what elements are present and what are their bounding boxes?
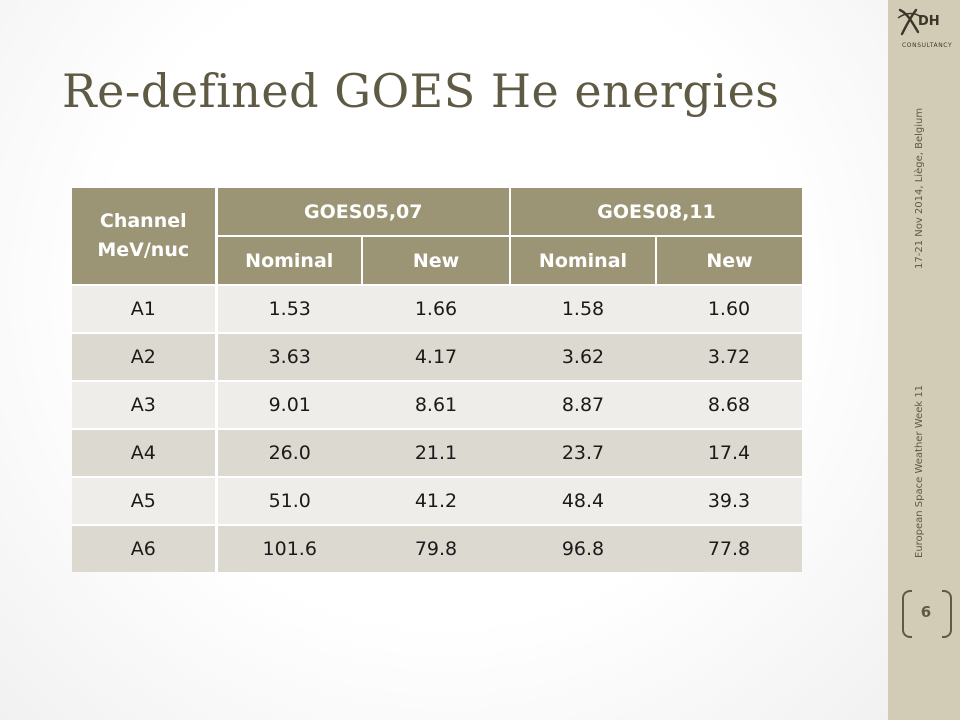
value-cell: 9.01 [216, 381, 362, 429]
subheader-new: New [361, 236, 510, 285]
energy-table: Channel MeV/nuc GOES05,07 GOES08,11 Nomi… [72, 188, 802, 572]
value-cell: 8.87 [510, 381, 656, 429]
footer-event-name: European Space Weather Week 11 [914, 384, 925, 558]
vertical-footer: European Space Weather Week 11 17-21 Nov… [914, 108, 930, 558]
value-cell: 3.62 [510, 333, 656, 381]
slide-title: Re-defined GOES He energies [62, 64, 780, 118]
right-sidebar [888, 0, 960, 720]
value-cell: 23.7 [510, 429, 656, 477]
page-number-bracket-right [942, 590, 952, 638]
value-cell: 41.2 [362, 477, 510, 525]
group-header-goes0507: GOES05,07 [216, 188, 510, 237]
subheader-new: New [655, 236, 802, 285]
x-logo-icon [897, 8, 923, 36]
value-cell: 21.1 [362, 429, 510, 477]
value-cell: 101.6 [216, 525, 362, 572]
value-cell: 26.0 [216, 429, 362, 477]
channel-cell: A2 [72, 333, 218, 381]
table-row: A4 26.0 21.1 23.7 17.4 [72, 429, 802, 477]
page-number-bracket-left [902, 590, 912, 638]
group-header-goes0811: GOES08,11 [509, 188, 802, 237]
value-cell: 1.58 [510, 285, 656, 333]
channel-header-line2: MeV/nuc [97, 239, 190, 261]
value-cell: 51.0 [216, 477, 362, 525]
value-cell: 3.63 [216, 333, 362, 381]
value-cell: 1.66 [362, 285, 510, 333]
footer-event-date: 17-21 Nov 2014, Liège, Belgium [914, 108, 925, 270]
subheader-nominal: Nominal [509, 236, 656, 285]
value-cell: 1.60 [656, 285, 802, 333]
table-row: A2 3.63 4.17 3.62 3.72 [72, 333, 802, 381]
page-number: 6 [920, 603, 932, 621]
value-cell: 1.53 [216, 285, 362, 333]
value-cell: 77.8 [656, 525, 802, 572]
logo-subtitle: CONSULTANCY [902, 42, 953, 49]
value-cell: 17.4 [656, 429, 802, 477]
table-row: A5 51.0 41.2 48.4 39.3 [72, 477, 802, 525]
value-cell: 39.3 [656, 477, 802, 525]
subheader-nominal: Nominal [216, 236, 362, 285]
logo-letters: DH [918, 14, 940, 29]
table-row: A3 9.01 8.61 8.87 8.68 [72, 381, 802, 429]
table-row: A6 101.6 79.8 96.8 77.8 [72, 525, 802, 572]
channel-cell: A4 [72, 429, 218, 477]
table-row: A1 1.53 1.66 1.58 1.60 [72, 285, 802, 333]
channel-cell: A3 [72, 381, 218, 429]
value-cell: 79.8 [362, 525, 510, 572]
channel-cell: A5 [72, 477, 218, 525]
channel-header-line1: Channel [99, 209, 187, 232]
value-cell: 48.4 [510, 477, 656, 525]
channel-header: Channel MeV/nuc [72, 188, 218, 285]
value-cell: 3.72 [656, 333, 802, 381]
channel-cell: A1 [72, 285, 218, 333]
channel-cell: A6 [72, 525, 218, 572]
value-cell: 4.17 [362, 333, 510, 381]
value-cell: 8.68 [656, 381, 802, 429]
value-cell: 96.8 [510, 525, 656, 572]
value-cell: 8.61 [362, 381, 510, 429]
